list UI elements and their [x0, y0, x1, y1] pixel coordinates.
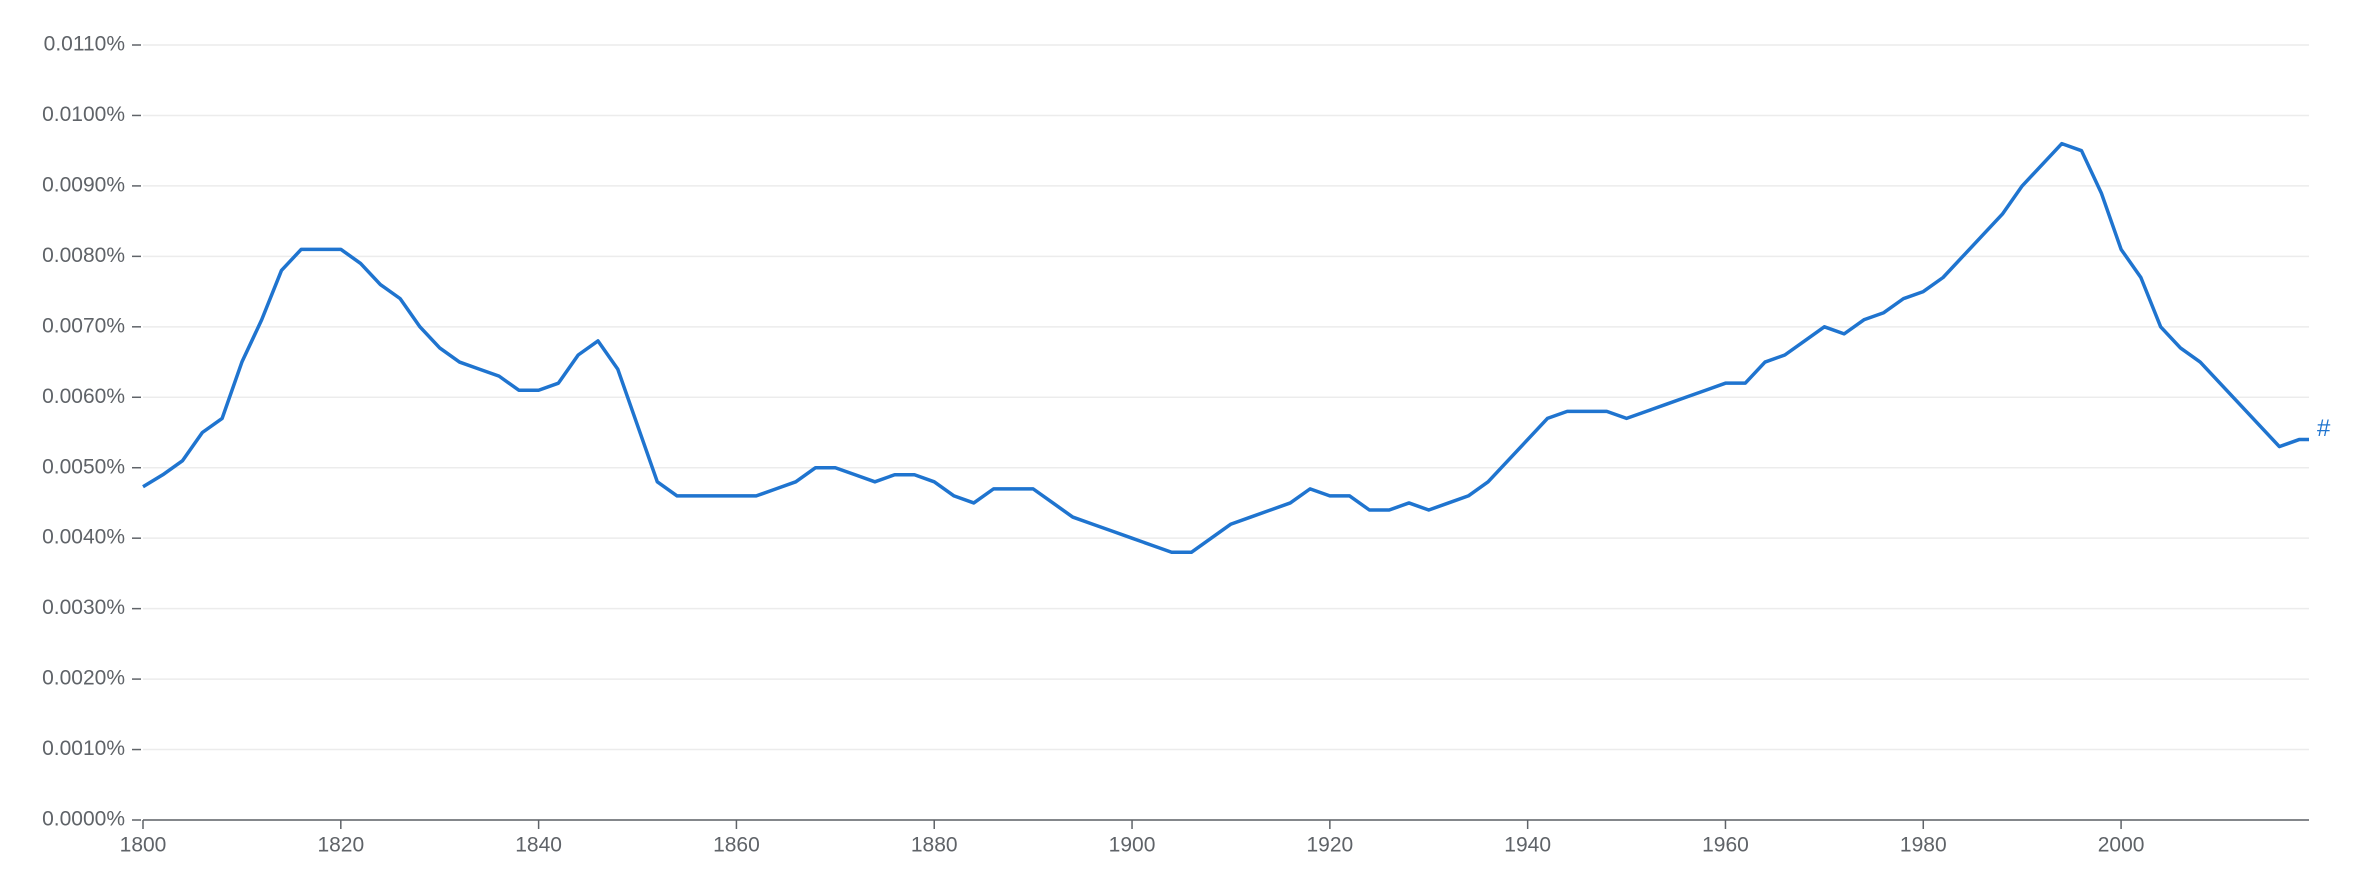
- x-tick-label: 1820: [317, 834, 364, 857]
- y-tick-label: 0.0010%: [42, 737, 125, 760]
- x-tick-label: 1860: [713, 834, 760, 857]
- x-tick-label: 1880: [911, 834, 958, 857]
- series-line: [142, 141, 2309, 555]
- y-tick-label: 0.0050%: [42, 455, 125, 478]
- x-tick-label: 1920: [1306, 834, 1353, 857]
- x-tick-label: 1960: [1702, 834, 1749, 857]
- x-tick-label: 1980: [1900, 834, 1947, 857]
- y-tick-label: 0.0100%: [42, 103, 125, 126]
- y-tick-label: 0.0020%: [42, 667, 125, 690]
- series-label: #: [2317, 415, 2331, 442]
- x-tick-label: 1900: [1109, 834, 1156, 857]
- x-tick-label: 1840: [515, 834, 562, 857]
- y-tick-label: 0.0060%: [42, 385, 125, 408]
- y-tick-label: 0.0090%: [42, 173, 125, 196]
- x-tick-label: 2000: [2098, 834, 2145, 857]
- y-tick-label: 0.0000%: [42, 808, 125, 831]
- y-tick-label: 0.0070%: [42, 314, 125, 337]
- y-tick-label: 0.0080%: [42, 244, 125, 267]
- x-tick-label: 1800: [120, 834, 167, 857]
- y-tick-label: 0.0110%: [44, 33, 125, 56]
- y-tick-label: 0.0030%: [42, 596, 125, 619]
- x-tick-label: 1940: [1504, 834, 1551, 857]
- y-tick-label: 0.0040%: [42, 526, 125, 549]
